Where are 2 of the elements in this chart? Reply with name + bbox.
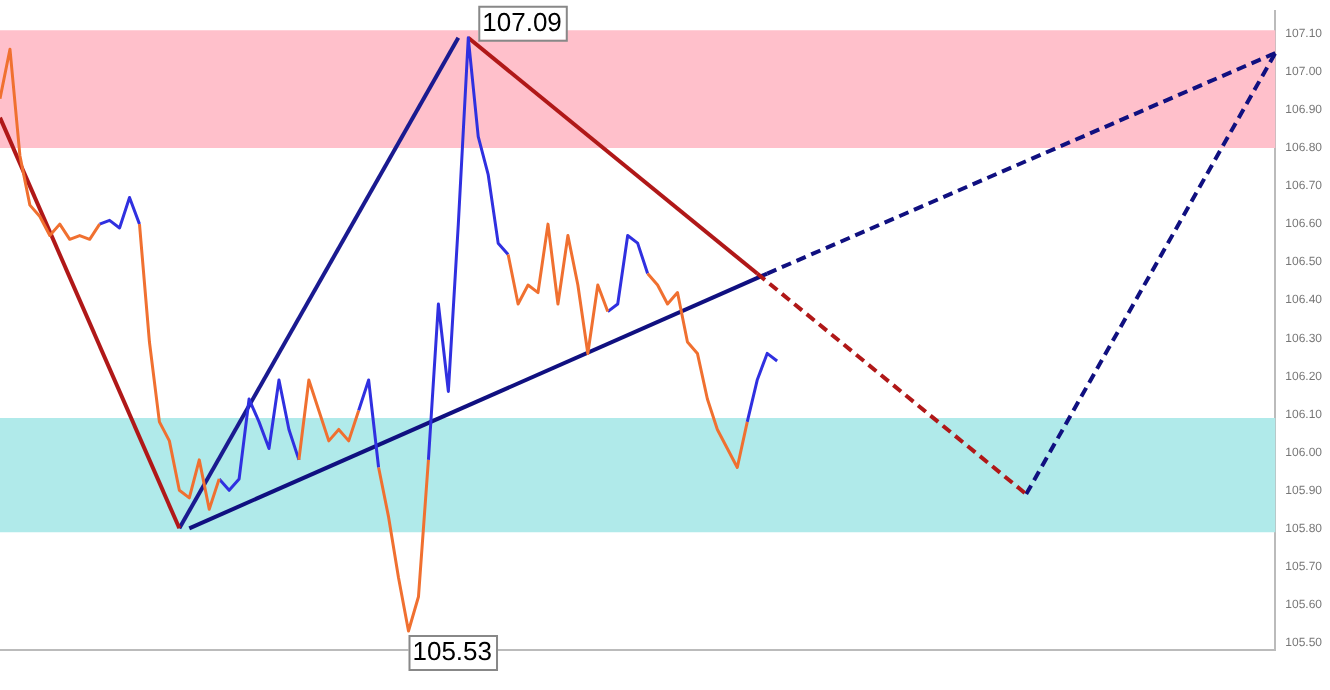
data-label: 107.09 <box>482 6 562 37</box>
data-label: 105.53 <box>412 636 493 667</box>
